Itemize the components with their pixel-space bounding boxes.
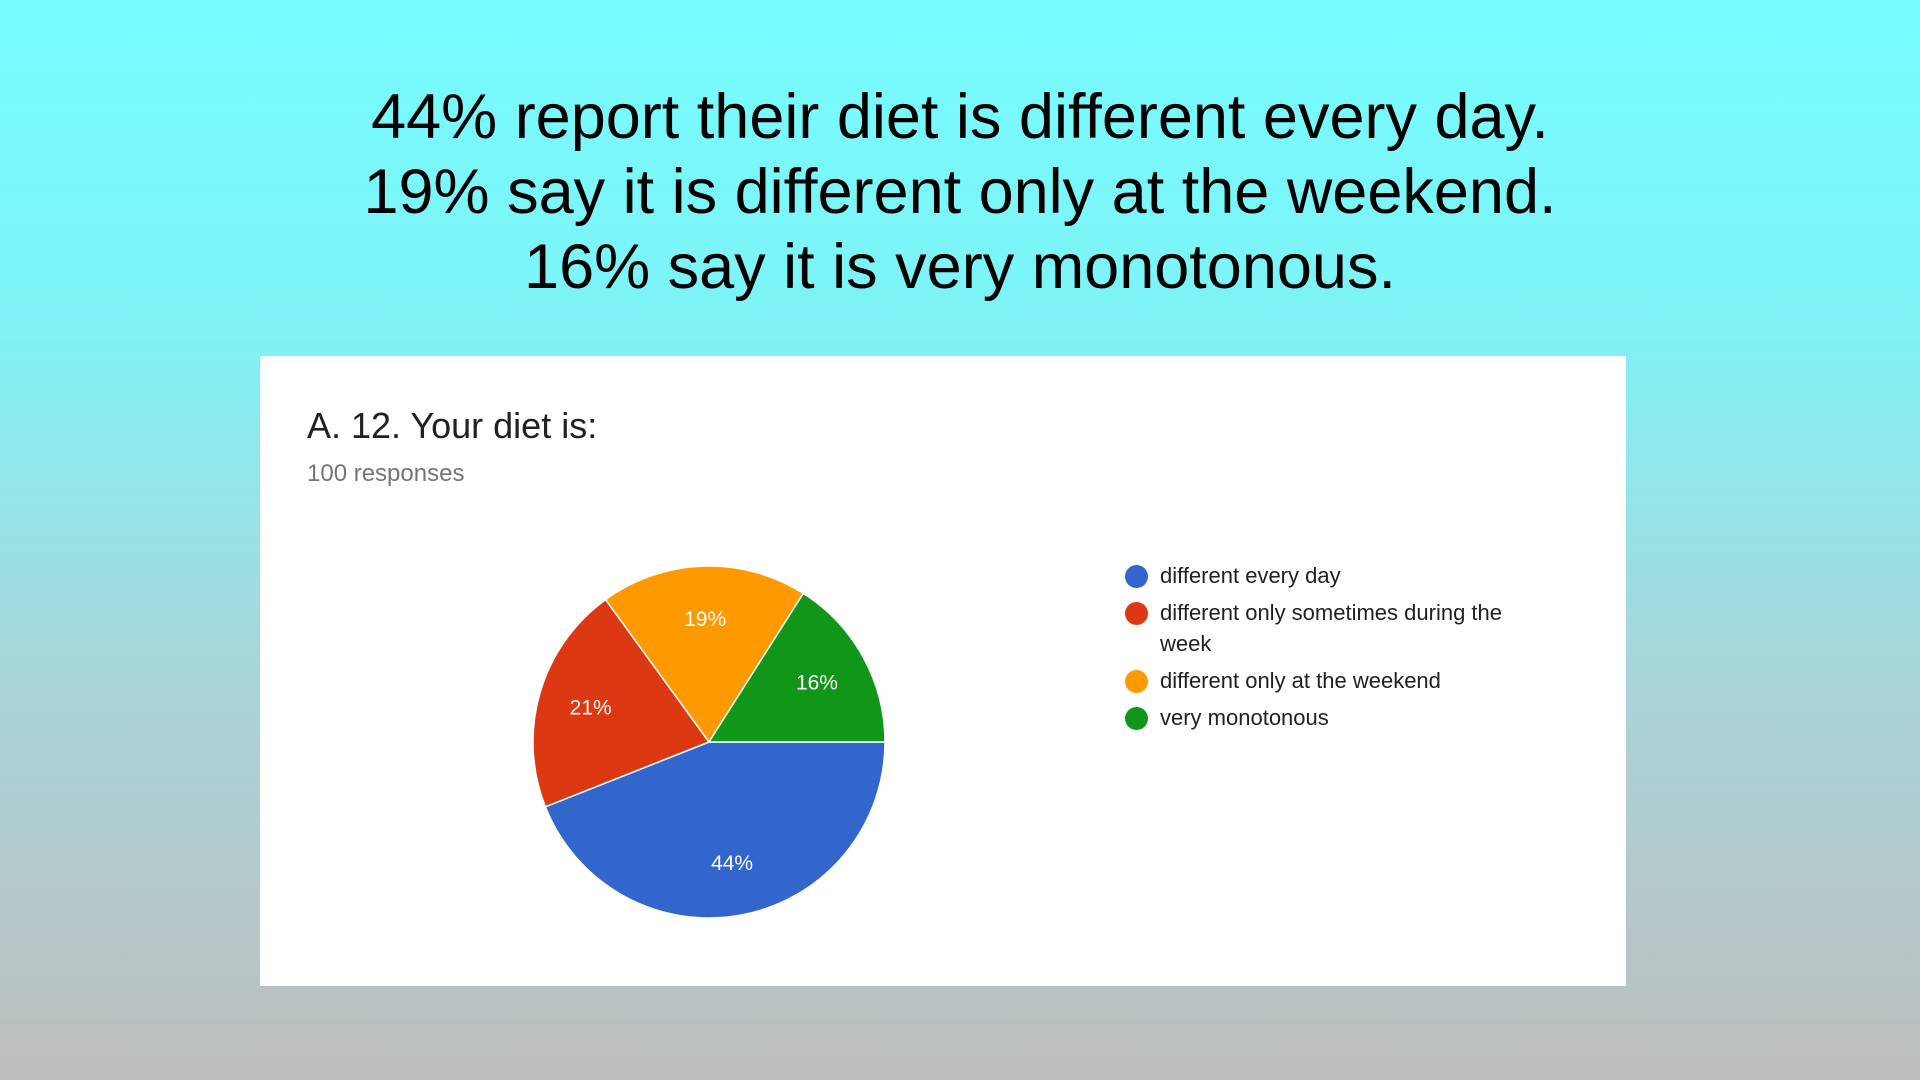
- legend-swatch-3: [1125, 670, 1148, 693]
- legend-item-3: different only at the weekend: [1125, 665, 1545, 696]
- chart-legend: different every day different only someti…: [1125, 560, 1545, 739]
- pie-slice-3: [604, 565, 805, 744]
- headline-line-1: 44% report their diet is different every…: [371, 82, 1549, 152]
- legend-item-4: very monotonous: [1125, 702, 1545, 733]
- legend-label-2: different only sometimes during the week: [1160, 600, 1502, 656]
- pie-label-1: 44%: [711, 852, 753, 875]
- legend-label-4: very monotonous: [1160, 705, 1329, 730]
- legend-item-2: different only sometimes during the week: [1125, 597, 1545, 659]
- legend-swatch-2: [1125, 602, 1148, 625]
- pie-slice-1: [544, 741, 886, 919]
- pie-label-3: 19%: [684, 608, 726, 631]
- legend-swatch-1: [1125, 565, 1148, 588]
- pie-slice-2: [532, 598, 711, 808]
- chart-card: A. 12. Your diet is: 100 responses 44% 21…: [260, 356, 1626, 986]
- headline-line-3: 16% say it is very monotonous.: [524, 232, 1396, 302]
- chart-title: A. 12. Your diet is:: [307, 405, 598, 446]
- response-count: 100 responses: [307, 460, 465, 487]
- legend-item-1: different every day: [1125, 560, 1545, 591]
- pie-chart: 44% 21% 19% 16%: [532, 565, 886, 919]
- pie-label-2: 21%: [570, 697, 612, 720]
- pie-slice-4: [707, 592, 886, 743]
- pie-label-4: 16%: [796, 672, 838, 695]
- headline: 44% report their diet is different every…: [0, 80, 1920, 305]
- headline-line-2: 19% say it is different only at the week…: [363, 157, 1557, 227]
- legend-swatch-4: [1125, 707, 1148, 730]
- legend-label-3: different only at the weekend: [1160, 668, 1441, 693]
- legend-label-1: different every day: [1160, 563, 1341, 588]
